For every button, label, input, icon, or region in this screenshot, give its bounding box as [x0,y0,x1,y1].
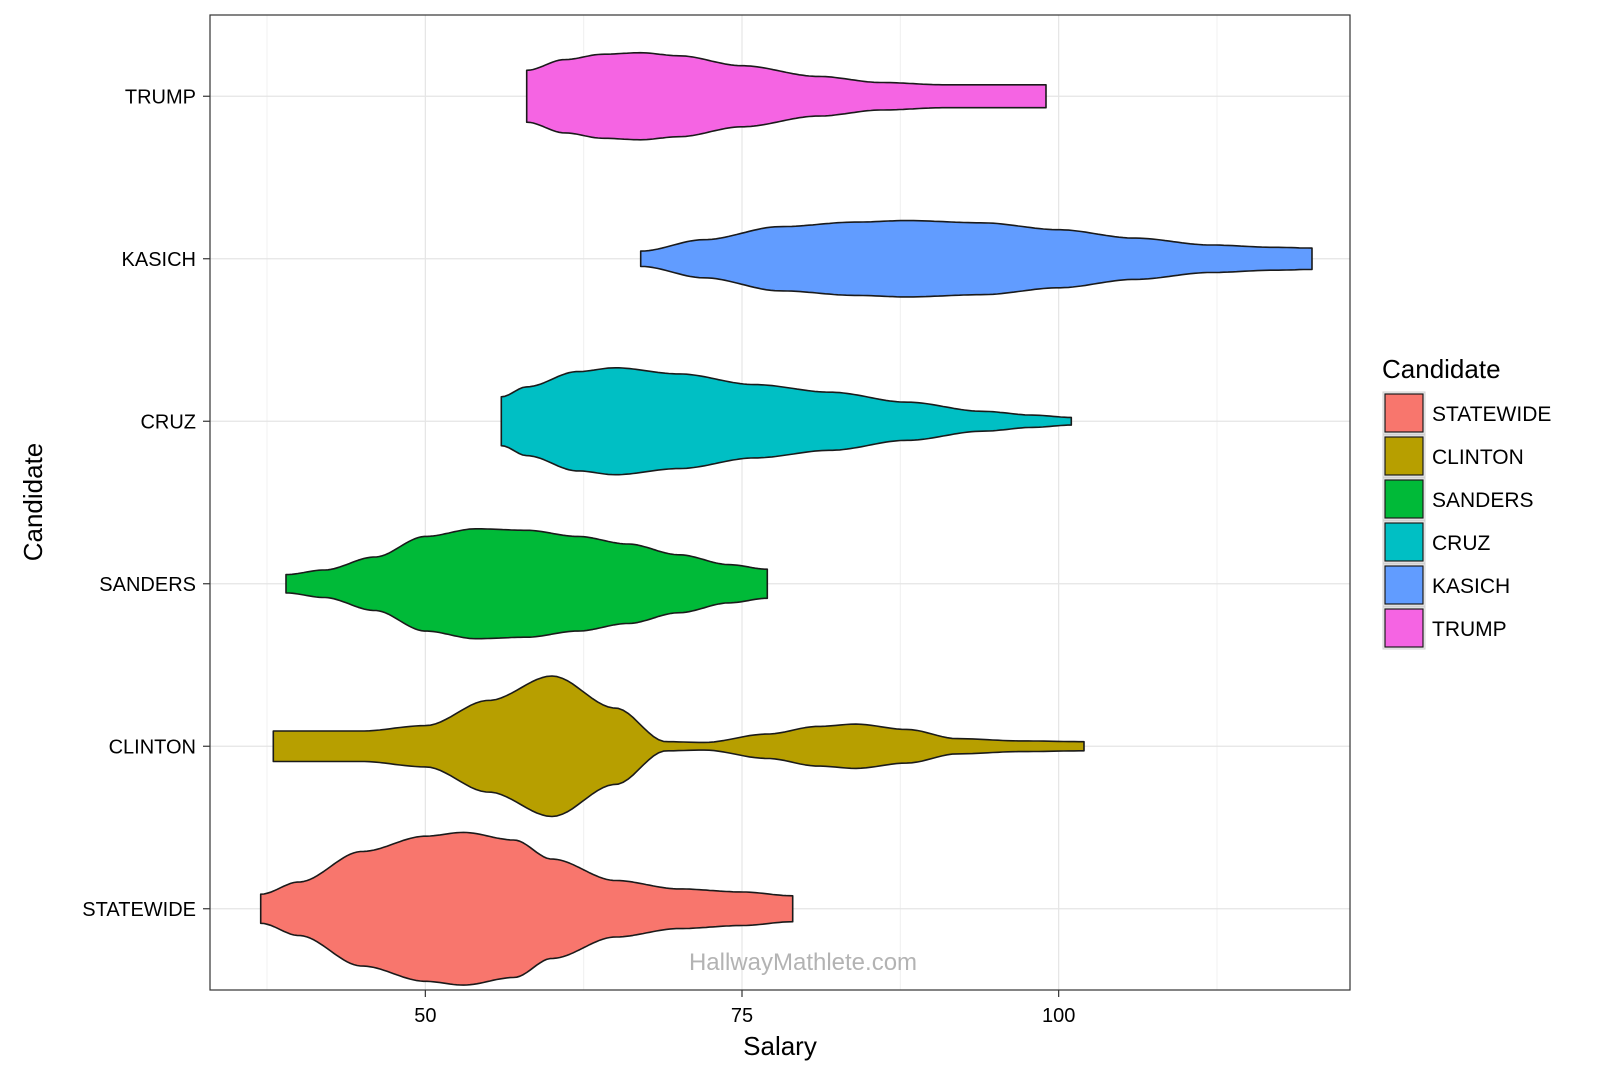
x-tick-label: 75 [731,1005,753,1027]
y-tick-label-cruz: CRUZ [140,411,196,433]
legend-label-kasich: KASICH [1432,575,1510,598]
y-axis-title: Candidate [18,443,48,562]
watermark-text: HallwayMathlete.com [689,949,917,976]
y-tick-label-statewide: STATEWIDE [82,899,196,921]
legend-label-sanders: SANDERS [1432,489,1534,512]
legend-swatch-clinton [1384,436,1424,476]
legend: Candidate STATEWIDE CLINTON SANDERS CRUZ KAS… [1382,354,1551,650]
y-tick-label-clinton: CLINTON [109,736,196,758]
legend-label-statewide: STATEWIDE [1432,403,1551,426]
y-tick-label-sanders: SANDERS [99,574,196,596]
legend-swatch-statewide [1384,393,1424,433]
x-axis: 50 75 100 [414,990,1075,1027]
legend-label-clinton: CLINTON [1432,446,1524,469]
legend-swatch-sanders [1384,479,1424,519]
violin-sanders [285,528,769,640]
legend-swatch-kasich [1384,565,1424,605]
x-tick-label: 50 [414,1005,436,1027]
panel-border [209,14,1351,991]
x-axis-title: Salary [743,1031,817,1061]
plot-panel [210,15,1350,990]
x-tick-label: 100 [1042,1005,1075,1027]
violin-kasich [639,219,1313,298]
legend-swatch-cruz [1384,522,1424,562]
legend-swatch-trump [1384,608,1424,648]
violin-clinton [272,675,1085,818]
violin-trump [525,51,1047,141]
violins [259,51,1313,986]
violin-statewide [259,831,794,986]
y-axis: STATEWIDE CLINTON SANDERS CRUZ KASICH TRUMP [82,86,210,921]
legend-label-cruz: CRUZ [1432,532,1490,555]
violin-cruz [500,367,1073,476]
legend-label-trump: TRUMP [1432,618,1507,641]
y-tick-label-kasich: KASICH [122,249,196,271]
legend-title: Candidate [1382,354,1501,384]
y-tick-label-trump: TRUMP [125,86,196,108]
